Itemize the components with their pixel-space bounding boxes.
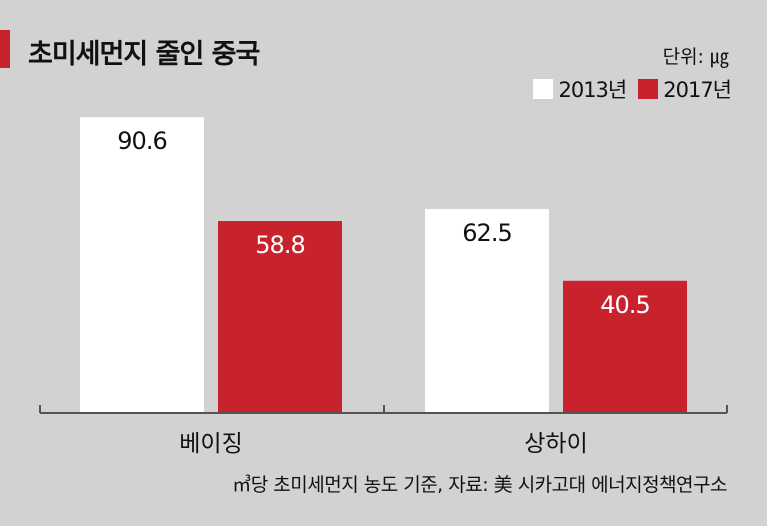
source-note: ㎥당 초미세먼지 농도 기준, 자료: 美 시카고대 에너지정책연구소 <box>232 474 727 496</box>
legend-label-2013: 2013년 <box>558 78 627 102</box>
chart-title: 초미세먼지 줄인 중국 <box>28 39 260 70</box>
data-label-2-series-2: 40.5 <box>600 291 649 319</box>
bar-1-series-2 <box>218 221 342 413</box>
legend-swatch-2017 <box>638 79 659 99</box>
title-accent-bar <box>0 30 10 68</box>
category-label-2: 상하이 <box>524 431 587 457</box>
data-label-1-series-1: 90.6 <box>117 127 166 155</box>
unit-label: 단위: ㎍ <box>662 46 729 68</box>
category-label-1: 베이징 <box>179 431 242 457</box>
legend-label-2017: 2017년 <box>663 78 732 102</box>
bar-2-series-2 <box>563 280 687 413</box>
legend-swatch-2013 <box>533 79 554 99</box>
bar-1-series-1 <box>80 117 204 413</box>
legend: 2013년 2017년 <box>521 74 732 104</box>
legend-item-2013: 2013년 <box>533 74 627 104</box>
legend-item-2017: 2017년 <box>638 74 732 104</box>
data-label-1-series-2: 58.8 <box>255 231 304 259</box>
bar-2-series-1 <box>425 208 549 413</box>
data-label-2-series-1: 62.5 <box>462 219 511 247</box>
